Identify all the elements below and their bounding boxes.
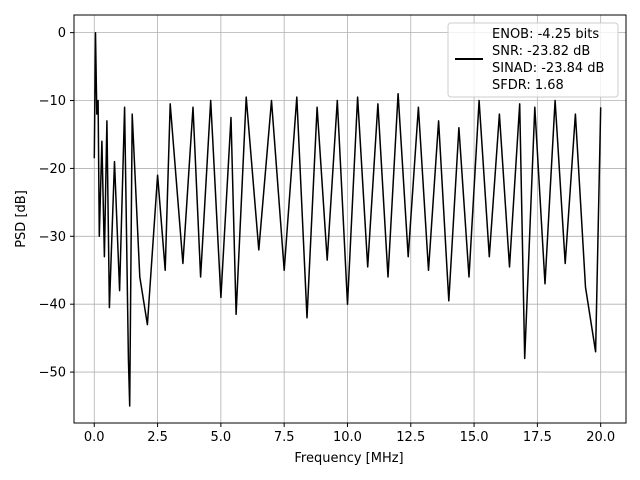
x-tick-label: 12.5: [396, 430, 425, 445]
x-tick-label: 17.5: [523, 430, 552, 445]
psd-line: [93, 31, 602, 407]
y-tick-label: −40: [39, 298, 66, 313]
x-tick-label: 0.0: [84, 430, 105, 445]
y-axis-ticks: 0 −10 −20 −30 −40 −50: [39, 26, 74, 381]
y-tick-label: 0: [58, 26, 66, 41]
legend-line-3: SINAD: -23.84 dB: [492, 61, 604, 76]
x-axis-label: Frequency [MHz]: [294, 451, 403, 466]
legend-line-1: ENOB: -4.25 bits: [492, 27, 599, 42]
y-tick-label: −30: [39, 230, 66, 245]
x-tick-label: 5.0: [211, 430, 232, 445]
legend-line-4: SFDR: 1.68: [492, 78, 564, 93]
y-tick-label: −20: [39, 162, 66, 177]
x-tick-label: 2.5: [147, 430, 168, 445]
x-axis-ticks: 0.0 2.5 5.0 7.5 10.0 12.5 15.0 17.5 20.0: [84, 423, 615, 445]
legend-box: [447, 22, 619, 98]
x-tick-label: 15.0: [460, 430, 489, 445]
x-tick-label: 10.0: [333, 430, 362, 445]
legend: ENOB: -4.25 bits SNR: -23.82 dB SINAD: -…: [447, 22, 619, 98]
y-tick-label: −50: [39, 366, 66, 381]
x-tick-label: 7.5: [274, 430, 295, 445]
y-axis-label: PSD [dB]: [14, 190, 29, 248]
x-tick-label: 20.0: [586, 430, 615, 445]
psd-series: [93, 31, 602, 407]
legend-line-2: SNR: -23.82 dB: [492, 44, 590, 59]
y-tick-label: −10: [39, 94, 66, 109]
axes-frame: [73, 14, 627, 424]
